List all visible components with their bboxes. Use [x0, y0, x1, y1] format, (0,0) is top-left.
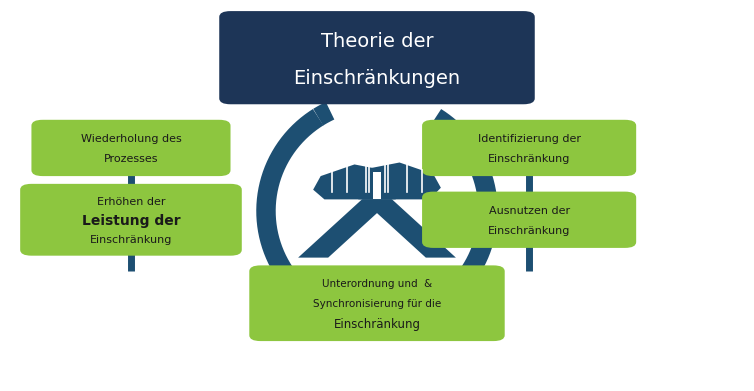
Text: Synchronisierung für die: Synchronisierung für die	[313, 299, 441, 309]
Polygon shape	[313, 165, 396, 199]
Polygon shape	[358, 163, 441, 199]
Text: Einschränkung: Einschränkung	[90, 235, 172, 244]
Text: Identifizierung der: Identifizierung der	[477, 134, 581, 144]
Text: Einschränkung: Einschränkung	[488, 154, 570, 164]
Text: Ausnutzen der: Ausnutzen der	[489, 206, 570, 215]
Text: Unterordnung und  &: Unterordnung und &	[322, 279, 432, 289]
FancyBboxPatch shape	[422, 192, 636, 248]
Polygon shape	[362, 199, 456, 258]
Text: Prozesses: Prozesses	[104, 154, 158, 164]
FancyBboxPatch shape	[219, 11, 535, 104]
Text: Erhöhen der: Erhöhen der	[97, 197, 165, 207]
FancyBboxPatch shape	[250, 265, 504, 341]
Text: Theorie der: Theorie der	[320, 32, 434, 50]
FancyBboxPatch shape	[32, 120, 231, 176]
Text: Einschränkung: Einschränkung	[488, 226, 570, 236]
Text: Einschränkungen: Einschränkungen	[293, 68, 461, 88]
FancyBboxPatch shape	[422, 120, 636, 176]
Text: Leistung der: Leistung der	[81, 214, 180, 228]
Polygon shape	[373, 172, 381, 199]
FancyBboxPatch shape	[20, 184, 242, 256]
Text: Einschränkung: Einschränkung	[333, 318, 421, 331]
Text: Wiederholung des: Wiederholung des	[81, 134, 182, 144]
Polygon shape	[298, 199, 392, 258]
